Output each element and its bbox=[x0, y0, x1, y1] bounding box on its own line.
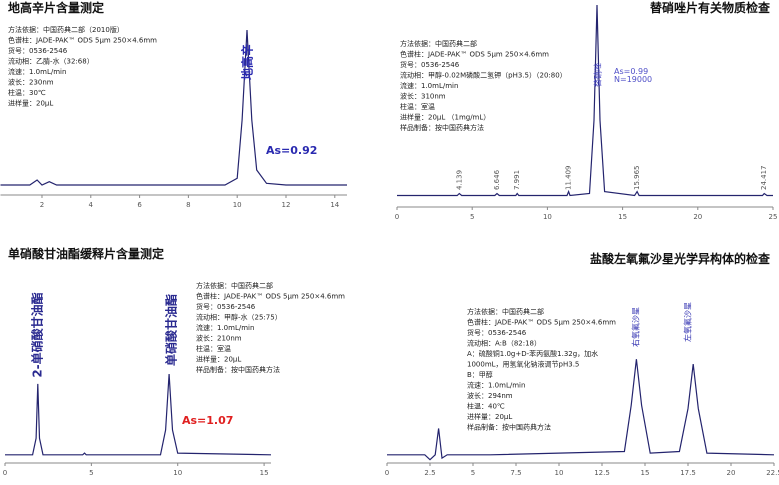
method-line: 方法依据：中国药典二部 bbox=[400, 39, 477, 48]
annotation: 单硝酸甘油酯 bbox=[164, 294, 179, 366]
peak-time: 6.646 bbox=[493, 169, 501, 190]
peak-time: 24.417 bbox=[760, 166, 768, 191]
x-tick-label: 10 bbox=[555, 469, 564, 477]
method-line: 流动相：甲醇-水（25:75） bbox=[196, 313, 282, 322]
chart-title: 盐酸左氧氟沙星光学异构体的检查 bbox=[590, 251, 771, 266]
trace bbox=[397, 4, 773, 197]
method-line: 流动相：甲醇-0.02M磷酸二氢钾（pH3.5）（20:80） bbox=[400, 71, 567, 80]
method-line: 方法依据：中国药典二部（2010版） bbox=[8, 25, 124, 34]
method-line: 流速：1.0mL/min bbox=[400, 81, 458, 90]
x-tick-label: 12.5 bbox=[594, 469, 610, 477]
x-tick-label: 10 bbox=[173, 469, 182, 477]
method-line: 柱温：室温 bbox=[400, 102, 435, 111]
annotation: As=0.99 bbox=[614, 67, 648, 76]
method-line: 波长：210nm bbox=[196, 334, 242, 343]
method-line: 色谱柱：JADE-PAK™ ODS 5μm 250×4.6mm bbox=[467, 318, 616, 327]
x-tick-label: 15 bbox=[641, 469, 650, 477]
annotation: N=19000 bbox=[614, 75, 652, 84]
method-line: 进样量：20μL bbox=[467, 412, 512, 421]
method-line: 流速：1.0mL/min bbox=[467, 381, 525, 390]
annotation: As=1.07 bbox=[182, 414, 233, 427]
peak-time: 4.139 bbox=[455, 170, 463, 190]
x-tick-label: 15 bbox=[260, 469, 269, 477]
method-line: 货号：0536-2546 bbox=[196, 302, 256, 311]
x-tick-label: 14 bbox=[330, 201, 339, 209]
method-line: 色谱柱：JADE-PAK™ ODS 5μm 250×4.6mm bbox=[196, 292, 345, 301]
method-line: 货号：0536-2546 bbox=[8, 46, 68, 55]
method-line: 进样量：20μL （1mg/mL） bbox=[400, 113, 490, 122]
method-line: 波长：310nm bbox=[400, 92, 446, 101]
x-tick-label: 10 bbox=[233, 201, 242, 209]
trace bbox=[387, 359, 775, 461]
peak-time: 7.991 bbox=[513, 170, 521, 190]
method-line: 波长：294nm bbox=[467, 391, 513, 400]
method-line: 流动相：A:B（82:18） bbox=[467, 339, 541, 348]
method-line: 色谱柱：JADE-PAK™ ODS 5μm 250×4.6mm bbox=[400, 50, 549, 59]
chart-title: 单硝酸甘油酯缓释片含量测定 bbox=[8, 246, 164, 261]
chart-title: 替硝唑片有关物质检查 bbox=[650, 0, 771, 15]
method-line: 流动相：乙腈-水（32:68） bbox=[8, 57, 94, 66]
method-line: 方法依据：中国药典二部 bbox=[196, 281, 273, 290]
x-tick-label: 17.5 bbox=[680, 469, 696, 477]
method-line: 流速：1.0mL/min bbox=[196, 323, 254, 332]
x-tick-label: 0 bbox=[395, 213, 399, 221]
method-line: 1000mL，用氢氧化钠液调节pH3.5 bbox=[467, 360, 579, 369]
trace bbox=[5, 373, 272, 456]
x-tick-label: 2 bbox=[40, 201, 44, 209]
x-tick-label: 15 bbox=[618, 213, 627, 221]
method-line: A：硫酸铜1.0g+D-苯丙氨酸1.32g，加水 bbox=[467, 349, 598, 358]
x-tick-label: 0 bbox=[385, 469, 389, 477]
x-tick-label: 12 bbox=[282, 201, 291, 209]
method-line: B：甲醇 bbox=[467, 370, 493, 379]
method-line: 样品制备：按中国药典方法 bbox=[467, 423, 551, 432]
method-line: 进样量：20μL bbox=[196, 355, 241, 364]
annotation: 地高辛 bbox=[240, 44, 255, 80]
method-line: 柱温：40℃ bbox=[467, 402, 505, 411]
annotation: 替硝唑 bbox=[593, 63, 603, 87]
x-tick-label: 6 bbox=[137, 201, 142, 209]
method-line: 柱温：30℃ bbox=[8, 88, 46, 97]
method-line: 进样量：20μL bbox=[8, 99, 53, 108]
method-line: 方法依据：中国药典二部 bbox=[467, 307, 544, 316]
annotation: 右氧氟沙星 bbox=[631, 307, 641, 347]
x-tick-label: 5 bbox=[89, 469, 93, 477]
annotation: 2-单硝酸甘油酯 bbox=[30, 292, 45, 377]
method-line: 样品制备：按中国药典方法 bbox=[400, 123, 484, 132]
annotation: As=0.92 bbox=[266, 144, 317, 157]
method-line: 柱温：室温 bbox=[196, 344, 231, 353]
x-tick-label: 2.5 bbox=[424, 469, 435, 477]
x-tick-label: 20 bbox=[693, 213, 702, 221]
trace bbox=[0, 29, 347, 186]
x-tick-label: 25 bbox=[769, 213, 778, 221]
method-line: 色谱柱：JADE-PAK™ ODS 5μm 250×4.6mm bbox=[8, 36, 157, 45]
x-tick-label: 7.5 bbox=[510, 469, 521, 477]
annotation: 左氧氟沙星 bbox=[683, 302, 693, 342]
method-line: 波长：230nm bbox=[8, 78, 54, 87]
x-tick-label: 22.5 bbox=[766, 469, 779, 477]
method-line: 流速：1.0mL/min bbox=[8, 67, 66, 76]
x-tick-label: 4 bbox=[89, 201, 94, 209]
x-tick-label: 5 bbox=[470, 213, 474, 221]
method-line: 样品制备：按中国药典方法 bbox=[196, 365, 280, 374]
x-tick-label: 0 bbox=[3, 469, 7, 477]
peak-time: 15.965 bbox=[633, 166, 641, 191]
method-line: 货号：0536-2546 bbox=[467, 328, 527, 337]
peak-time: 11.409 bbox=[565, 166, 573, 191]
chart-title: 地高辛片含量测定 bbox=[8, 0, 104, 15]
x-tick-label: 20 bbox=[727, 469, 736, 477]
x-tick-label: 10 bbox=[543, 213, 552, 221]
x-tick-label: 5 bbox=[471, 469, 475, 477]
method-line: 货号：0536-2546 bbox=[400, 60, 460, 69]
x-tick-label: 8 bbox=[186, 201, 190, 209]
